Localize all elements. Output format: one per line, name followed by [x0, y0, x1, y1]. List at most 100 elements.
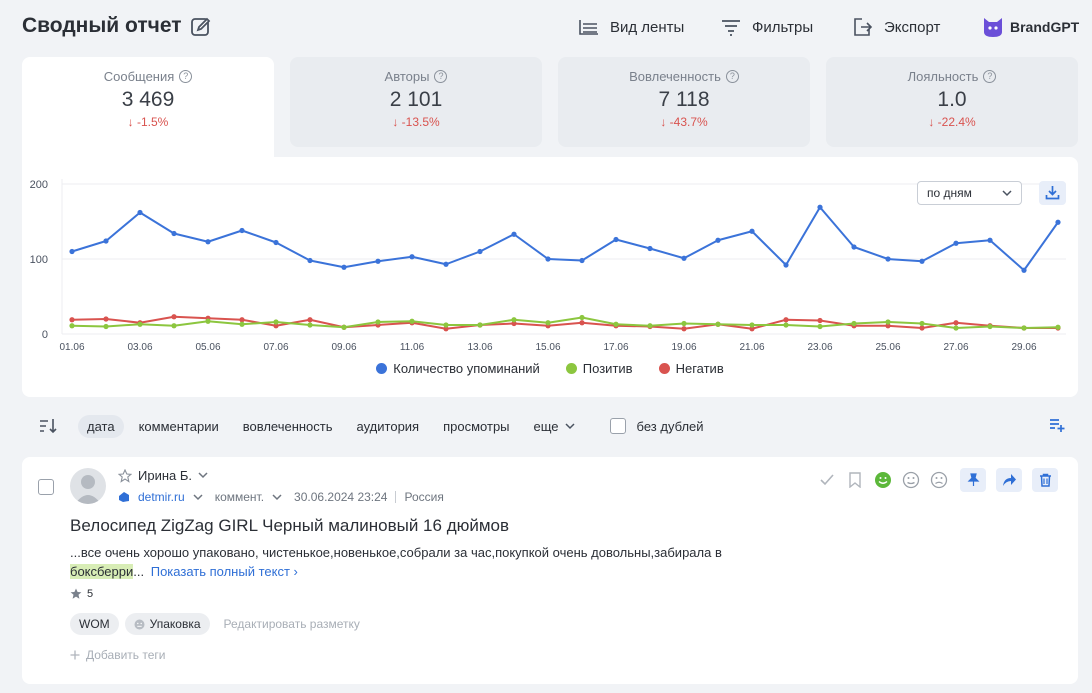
data-point[interactable] — [953, 325, 959, 331]
data-point[interactable] — [579, 320, 585, 326]
data-point[interactable] — [511, 231, 517, 237]
data-point[interactable] — [681, 320, 687, 327]
data-point[interactable] — [307, 322, 313, 328]
data-point[interactable] — [375, 258, 381, 264]
sort-option-audience[interactable]: аудитория — [356, 418, 420, 434]
data-point[interactable] — [885, 323, 891, 329]
data-point[interactable] — [987, 237, 993, 243]
data-point[interactable] — [749, 326, 755, 332]
help-icon[interactable]: ? — [725, 70, 739, 83]
legend-item[interactable]: Негатив — [658, 361, 724, 376]
star-outline-icon[interactable] — [118, 468, 132, 483]
sort-order-icon[interactable] — [38, 416, 58, 436]
tag-chip[interactable]: WOM — [70, 613, 119, 635]
data-point[interactable] — [69, 248, 75, 255]
data-point[interactable] — [919, 258, 925, 264]
data-point[interactable] — [477, 248, 483, 255]
data-point[interactable] — [681, 255, 687, 261]
sort-option-engagement[interactable]: вовлеченность — [242, 418, 333, 434]
data-point[interactable] — [307, 317, 313, 323]
data-point[interactable] — [1055, 219, 1061, 225]
data-point[interactable] — [817, 204, 823, 210]
data-point[interactable] — [817, 317, 823, 324]
data-point[interactable] — [69, 323, 75, 329]
feed-view-button[interactable]: Вид ленты — [578, 15, 684, 39]
data-point[interactable] — [851, 244, 857, 250]
neutral-sentiment-icon[interactable] — [900, 469, 922, 491]
data-point[interactable] — [409, 318, 415, 324]
share-button[interactable] — [996, 468, 1022, 492]
data-point[interactable] — [239, 321, 245, 327]
data-point[interactable] — [1021, 325, 1027, 331]
kpi-engagement[interactable]: Вовлеченность? 7 118 ↓ -43.7% — [558, 57, 810, 147]
tag-chip[interactable]: Упаковка — [124, 613, 210, 635]
data-point[interactable] — [715, 237, 721, 243]
source-link[interactable]: detmir.ru — [138, 490, 185, 504]
kpi-authors[interactable]: Авторы? 2 101 ↓ -13.5% — [290, 57, 542, 147]
data-point[interactable] — [239, 317, 245, 323]
data-point[interactable] — [579, 257, 585, 264]
filters-button[interactable]: Фильтры — [720, 15, 813, 39]
data-point[interactable] — [205, 318, 211, 324]
data-point[interactable] — [273, 319, 279, 325]
chevron-down-icon[interactable] — [198, 472, 208, 479]
edit-title-icon[interactable] — [190, 16, 212, 38]
positive-sentiment-icon[interactable] — [872, 469, 894, 491]
data-point[interactable] — [137, 209, 143, 216]
data-point[interactable] — [239, 227, 245, 234]
data-point[interactable] — [511, 320, 517, 327]
period-select[interactable]: по дням — [917, 181, 1022, 205]
data-point[interactable] — [409, 254, 415, 260]
legend-item[interactable]: Количество упоминаний — [376, 361, 540, 376]
help-icon[interactable]: ? — [434, 70, 448, 83]
kpi-loyalty[interactable]: Лояльность? 1.0 ↓ -22.4% — [826, 57, 1078, 147]
data-point[interactable] — [1055, 324, 1061, 330]
author-name[interactable]: Ирина Б. — [138, 468, 192, 483]
add-tags-button[interactable]: Добавить теги — [70, 648, 165, 662]
data-point[interactable] — [443, 261, 449, 267]
brandgpt-button[interactable]: BrandGPT — [982, 15, 1079, 39]
edit-markup-link[interactable]: Редактировать разметку — [223, 617, 360, 631]
delete-button[interactable] — [1032, 468, 1058, 492]
chevron-down-icon[interactable] — [193, 493, 203, 501]
data-point[interactable] — [171, 230, 177, 237]
data-point[interactable] — [273, 323, 279, 329]
data-point[interactable] — [647, 323, 653, 329]
kpi-messages[interactable]: Сообщения? 3 469 ↓ -1.5% — [22, 57, 274, 157]
help-icon[interactable]: ? — [179, 70, 193, 83]
data-point[interactable] — [579, 314, 585, 321]
data-point[interactable] — [953, 240, 959, 246]
data-point[interactable] — [171, 323, 177, 329]
data-point[interactable] — [953, 320, 959, 326]
data-point[interactable] — [783, 262, 789, 268]
data-point[interactable] — [613, 321, 619, 327]
data-point[interactable] — [851, 320, 857, 327]
data-point[interactable] — [103, 323, 109, 330]
data-point[interactable] — [681, 326, 687, 332]
bookmark-icon[interactable] — [844, 469, 866, 491]
data-point[interactable] — [477, 322, 483, 328]
data-point[interactable] — [375, 319, 381, 325]
data-point[interactable] — [749, 228, 755, 234]
negative-sentiment-icon[interactable] — [928, 469, 950, 491]
data-point[interactable] — [137, 321, 143, 327]
help-icon[interactable]: ? — [983, 70, 997, 83]
data-point[interactable] — [307, 257, 313, 264]
data-point[interactable] — [341, 324, 347, 330]
chevron-down-icon[interactable] — [272, 493, 282, 501]
data-point[interactable] — [511, 317, 517, 323]
post-type[interactable]: коммент. — [214, 490, 265, 504]
avatar[interactable] — [70, 468, 106, 504]
sort-option-date[interactable]: дата — [78, 414, 124, 438]
no-duplicates-checkbox[interactable] — [609, 418, 626, 434]
export-button[interactable]: Экспорт — [852, 15, 940, 39]
sort-option-views[interactable]: просмотры — [443, 418, 510, 434]
data-point[interactable] — [103, 316, 109, 322]
post-select-checkbox[interactable] — [38, 479, 54, 495]
data-point[interactable] — [919, 320, 925, 327]
sort-more-dropdown[interactable]: еще — [525, 415, 584, 438]
data-point[interactable] — [715, 321, 721, 327]
pin-button[interactable] — [960, 468, 986, 492]
data-point[interactable] — [749, 322, 755, 328]
data-point[interactable] — [545, 320, 551, 326]
